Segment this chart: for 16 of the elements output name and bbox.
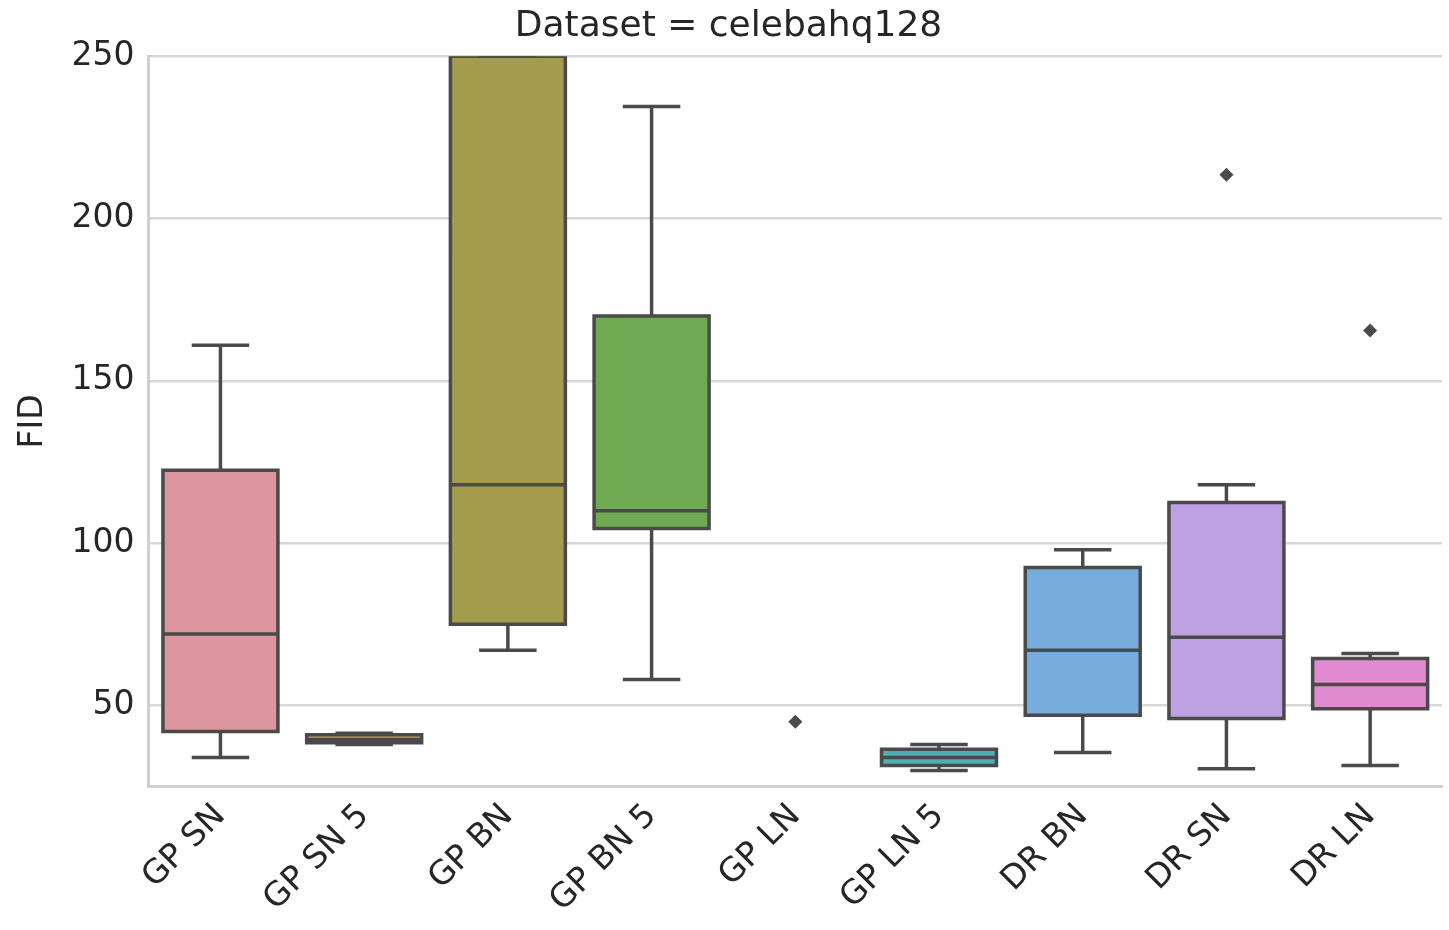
- y-tick-label: 100: [71, 520, 135, 560]
- x-tick-label: GP LN 5: [830, 794, 951, 915]
- x-tick-label: GP BN: [418, 794, 520, 896]
- y-axis-title: FID: [11, 394, 51, 449]
- y-tick-label: 50: [92, 683, 135, 723]
- x-tick-label: DR SN: [1136, 794, 1239, 897]
- x-tick-label: DR LN: [1282, 794, 1382, 895]
- x-tick-label: GP SN 5: [254, 794, 376, 917]
- x-tick-label: GP BN 5: [540, 794, 664, 918]
- x-tick-label: DR BN: [991, 794, 1095, 898]
- y-tick-label: 200: [71, 196, 135, 236]
- x-tick-label: GP LN: [709, 794, 808, 893]
- chart-title: Dataset = celebahq128: [514, 2, 943, 44]
- y-tick-label: 250: [71, 33, 135, 73]
- y-tick-label: 150: [71, 358, 135, 398]
- x-tick-label: GP SN: [132, 794, 233, 895]
